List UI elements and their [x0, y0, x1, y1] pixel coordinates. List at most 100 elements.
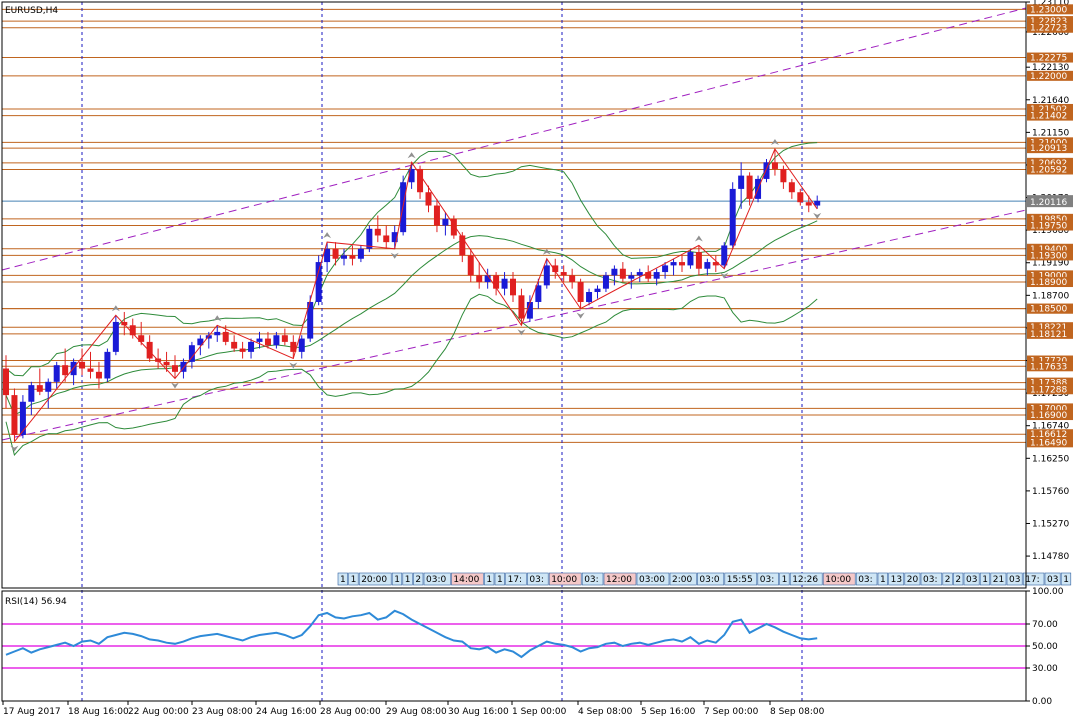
level-price-box: 1.18900	[1027, 277, 1073, 288]
level-box	[1027, 157, 1073, 168]
level-box-label: 1.19750	[1030, 221, 1067, 231]
level-price-box: 1.22000	[1027, 70, 1073, 82]
level-box-label: 1.19850	[1030, 215, 1067, 225]
time-axis: 17 Aug 2017 18 Aug 16:00 22 Aug 00:00 23 Au…	[2, 701, 825, 717]
candle-body	[248, 341, 255, 352]
candle-body	[79, 361, 86, 369]
strip-cell-box	[855, 572, 878, 586]
candle	[324, 242, 331, 273]
candle	[95, 361, 102, 389]
strip-cell-text: 03:	[584, 575, 598, 585]
candle-body	[383, 235, 390, 243]
fractal-down-marker	[517, 329, 526, 336]
time-tick-label: 5 Sep 16:00	[641, 707, 696, 717]
strip-cell-text: 1	[340, 575, 346, 585]
price-tick-label: 1.21640	[1032, 96, 1069, 106]
current-price-rect	[1027, 195, 1073, 208]
candle	[87, 351, 94, 379]
candle	[264, 331, 271, 349]
candle-body	[19, 401, 26, 436]
candle-body	[95, 371, 102, 379]
candle-body	[188, 345, 195, 362]
candle-body	[163, 361, 170, 366]
level-box	[1027, 22, 1073, 33]
candle	[408, 162, 415, 189]
candle-body	[180, 361, 187, 372]
strip-cell-box	[348, 572, 359, 586]
strip-cell-text: 10:00	[825, 575, 851, 585]
candle	[391, 225, 398, 249]
candle	[146, 335, 153, 362]
level-box-label: 1.17000	[1030, 404, 1067, 414]
candle-body	[552, 265, 559, 273]
candle	[704, 258, 711, 276]
strip-cell: 03	[963, 572, 980, 586]
level-price-box: 1.19000	[1027, 270, 1073, 281]
strip-cell-box	[920, 572, 943, 586]
candle	[383, 225, 390, 249]
level-price-box: 1.19750	[1027, 220, 1073, 231]
level-price-box: 1.21402	[1027, 110, 1073, 122]
candle	[721, 242, 728, 269]
candle	[3, 355, 9, 409]
strip-cell-box	[779, 572, 790, 586]
level-box-label: 1.16612	[1030, 430, 1067, 440]
level-price-box: 1.20692	[1027, 157, 1073, 169]
candle-body	[771, 162, 778, 169]
candle	[771, 148, 778, 176]
strip-cell-text: 13	[891, 575, 902, 585]
strip-cell-text: 03	[1009, 575, 1020, 585]
price-tick-label: 1.15760	[1032, 487, 1069, 497]
candle-body	[450, 218, 457, 236]
candle-body	[653, 272, 660, 279]
candle-body	[586, 292, 593, 302]
strip-cell: 03	[1044, 572, 1061, 586]
candle-body	[662, 265, 669, 273]
time-tick-label: 23 Aug 08:00	[192, 707, 253, 717]
strip-cell: 17:	[505, 572, 527, 586]
candle-body	[197, 338, 204, 346]
candle-body	[594, 288, 601, 293]
time-tick-label: 22 Aug 00:00	[128, 707, 189, 717]
candle	[197, 335, 204, 356]
candle-body	[670, 262, 677, 266]
strip-cell-text: 2	[945, 575, 951, 585]
strip-cell: 03:0	[423, 572, 451, 586]
strip-cell-box	[527, 572, 549, 586]
candle-body	[628, 275, 635, 279]
strip-cell: 20	[904, 572, 921, 586]
zigzag-indicator	[14, 147, 818, 443]
price-tick-label: 1.18700	[1032, 291, 1069, 301]
level-box	[1027, 270, 1073, 281]
level-box-label: 1.19300	[1030, 251, 1067, 261]
level-box	[1027, 361, 1073, 372]
candle	[357, 245, 364, 263]
rsi-line	[5, 609, 818, 659]
level-price-box: 1.17388	[1027, 377, 1073, 389]
band-lower	[5, 293, 818, 457]
strip-cell-text: 03:0	[426, 575, 446, 585]
level-box	[1027, 103, 1073, 114]
fractal-down-marker	[390, 252, 399, 259]
level-box	[1027, 250, 1073, 261]
candle-body	[560, 272, 567, 276]
strip-cell-box	[636, 572, 670, 586]
level-box	[1027, 377, 1073, 388]
channel-lower-line	[1, 209, 1027, 441]
candle-body	[712, 262, 719, 266]
time-tick-label: 24 Aug 16:00	[256, 707, 317, 717]
strip-cell: 1	[391, 572, 403, 586]
fractal-down-marker	[576, 312, 585, 319]
news-time-strip: 1 1 20:00 1 1 2 03:0 14:00 1 1 17: 03: 10:00 03: 12:00…	[337, 572, 1072, 586]
candle-body	[374, 228, 381, 236]
candle-body	[205, 335, 212, 339]
candle	[366, 225, 373, 253]
candle	[425, 185, 432, 213]
level-price-box: 1.16490	[1027, 437, 1073, 448]
candle	[172, 355, 178, 379]
price-tick-label: 1.22130	[1032, 63, 1069, 73]
candle-body	[264, 338, 271, 346]
candlesticks	[3, 148, 821, 442]
